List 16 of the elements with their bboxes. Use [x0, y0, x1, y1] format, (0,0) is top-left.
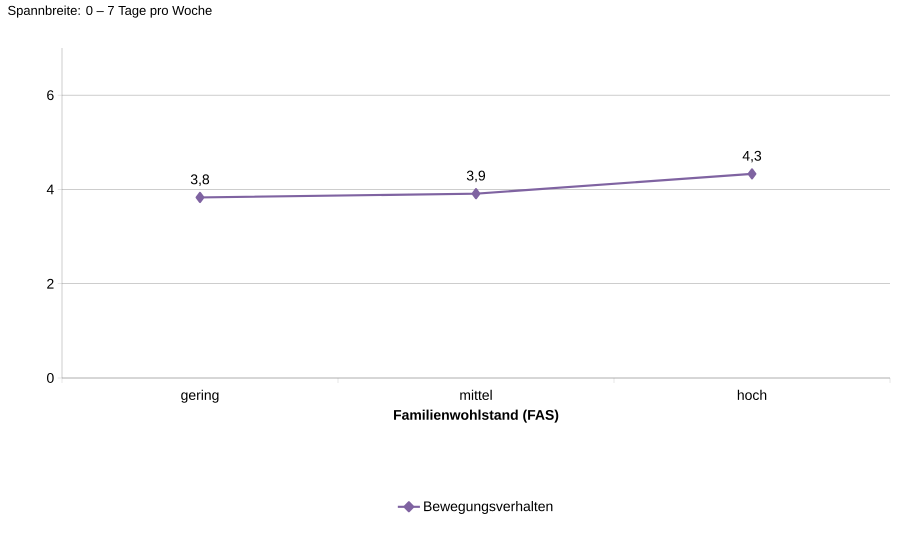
x-tick-label: gering — [181, 390, 218, 403]
x-axis-title: Familienwohlstand (FAS) — [394, 410, 558, 423]
y-tick-label: 0 — [47, 373, 54, 383]
y-tick-label: 2 — [47, 278, 54, 289]
data-label: 3,9 — [466, 170, 486, 182]
y-tick-label: 6 — [47, 90, 54, 100]
data-label: 4,3 — [742, 150, 762, 162]
x-tick-label: hoch — [738, 390, 766, 400]
point — [196, 192, 204, 204]
x-tick-label: mittel — [460, 390, 492, 400]
point — [472, 188, 480, 200]
point — [748, 168, 756, 180]
legend-label: Bewegungsverhalten — [424, 500, 552, 514]
chart-subtitle: Spannbreite: 0 – 7 Tage pro Woche — [8, 6, 212, 18]
data-label: 3,8 — [190, 174, 210, 186]
y-tick-label: 4 — [46, 184, 54, 194]
